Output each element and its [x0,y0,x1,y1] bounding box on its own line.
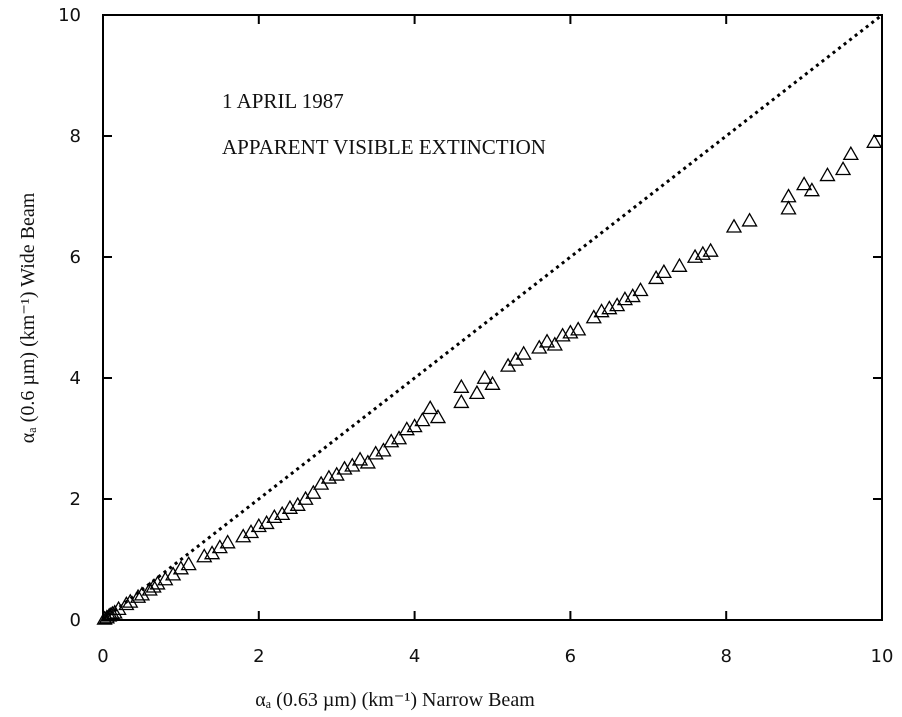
data-point [601,300,618,315]
y-tick-label: 2 [70,489,81,510]
data-point [390,430,408,445]
annotation: APPARENT VISIBLE EXTINCTION [222,135,546,159]
data-point [538,333,556,348]
data-point [129,588,147,603]
data-point [694,245,711,260]
data-point [819,167,836,182]
data-point [686,248,704,263]
data-point [780,188,797,203]
data-point [803,182,821,197]
data-point [671,257,688,272]
data-point [546,336,563,351]
data-point [468,384,486,400]
data-point [250,517,267,533]
data-point [180,556,197,571]
data-point [702,242,719,257]
data-point [398,421,415,436]
annotation: 1 APRIL 1987 [222,89,344,113]
y-tick-label: 4 [70,368,81,389]
data-point [211,539,228,554]
data-point [484,375,501,390]
data-point [104,605,121,620]
data-point [414,412,431,427]
data-point [106,604,123,619]
data-point [149,575,166,590]
data-point [795,176,813,191]
y-axis-label: αₐ (0.6 µm) (km⁻¹) Wide Beam [17,192,39,443]
data-point [98,609,116,624]
data-point [375,442,392,457]
data-point [110,600,127,616]
y-tick-label: 0 [70,610,81,631]
data-point [219,534,236,549]
data-point [655,263,673,279]
data-point [834,160,852,176]
data-point [632,281,649,297]
data-point [780,200,797,215]
data-point [616,291,634,306]
data-point [305,484,322,499]
data-point [562,324,579,339]
data-point [196,548,213,563]
y-tick-label: 8 [70,126,81,147]
data-point [429,409,447,424]
data-point [133,586,151,601]
data-point [235,528,252,543]
data-point [725,218,743,233]
data-point [453,393,470,409]
data-point [741,212,758,227]
data-point [453,378,470,393]
data-point [157,571,174,586]
data-point [515,345,532,360]
data-point [336,460,353,475]
x-tick-label: 10 [871,646,894,667]
data-point [266,508,283,524]
data-point [866,133,883,148]
x-tick-label: 0 [97,646,108,667]
x-axis-label: αₐ (0.63 µm) (km⁻¹) Narrow Beam [255,689,535,711]
reference-line [102,13,883,622]
x-tick-label: 2 [253,646,264,667]
data-point [122,593,139,608]
data-point [281,499,299,514]
data-point [359,454,376,469]
x-tick-label: 8 [720,646,731,667]
data-point [351,451,369,466]
y-tick-label: 6 [70,247,81,268]
data-point [593,303,610,318]
data-point [383,433,400,448]
x-tick-label: 6 [565,646,576,667]
data-point [172,560,190,575]
plot-frame [102,14,883,621]
data-point [145,578,162,593]
x-tick-label: 4 [409,646,420,667]
data-point [570,321,587,336]
data-point [842,145,859,161]
data-point [422,399,439,415]
data-point [320,469,338,484]
data-point [554,327,571,342]
y-tick-label: 10 [58,5,81,26]
data-point [476,369,493,384]
data-point [367,445,384,460]
data-point [118,595,135,611]
